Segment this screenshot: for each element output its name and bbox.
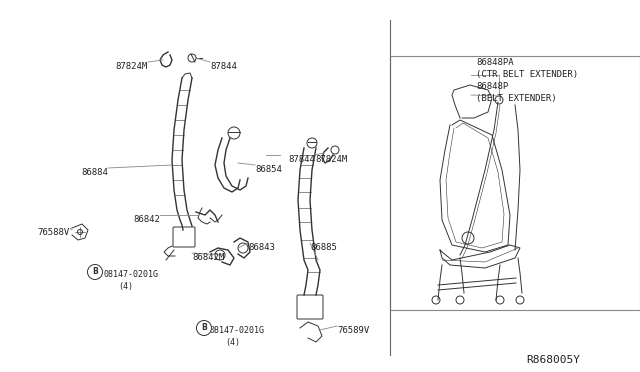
Text: B: B [92,267,98,276]
Text: 86848P: 86848P [476,82,508,91]
Text: B: B [201,324,207,333]
Text: 86843: 86843 [248,243,275,252]
Text: R868005Y: R868005Y [526,355,580,365]
Text: 87844: 87844 [210,62,237,71]
Text: 86884: 86884 [81,168,108,177]
Text: 87824M: 87824M [116,62,148,71]
Text: 86842M: 86842M [192,253,224,262]
Text: 86854: 86854 [255,165,282,174]
Text: 86848PA: 86848PA [476,58,514,67]
Text: (4): (4) [225,338,240,347]
Text: (BELT EXTENDER): (BELT EXTENDER) [476,94,557,103]
Text: 08147-0201G: 08147-0201G [103,270,158,279]
Text: 76589V: 76589V [337,326,369,335]
Text: 86885: 86885 [310,243,337,252]
Text: 08147-0201G: 08147-0201G [210,326,265,335]
Circle shape [88,264,102,279]
Text: (4): (4) [118,282,133,291]
Text: (CTR BELT EXTENDER): (CTR BELT EXTENDER) [476,70,578,79]
Text: 86842: 86842 [133,215,160,224]
Text: 76588V: 76588V [38,228,70,237]
Text: 87824M: 87824M [315,155,348,164]
Text: 87844: 87844 [288,155,315,164]
Circle shape [196,321,211,336]
